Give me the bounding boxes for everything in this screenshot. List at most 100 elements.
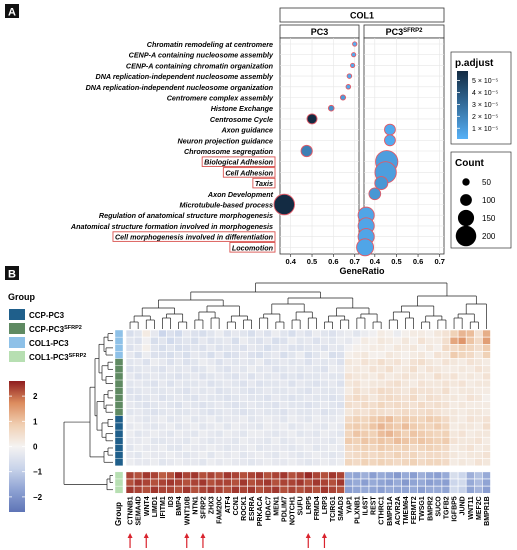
heatmap-cell (449, 358, 459, 367)
heatmap-cell (263, 429, 273, 438)
heatmap-cell (214, 358, 224, 367)
heatmap-cell (433, 415, 443, 424)
heatmap-cell (441, 478, 451, 487)
heatmap-cell (271, 365, 281, 374)
heatmap-cell (311, 358, 321, 367)
heatmap-cell (174, 408, 184, 417)
heatmap-cell (158, 343, 167, 352)
heatmap-cell (174, 379, 184, 388)
gene-label: TGFB2 (443, 496, 450, 519)
heatmap-cell (449, 458, 459, 467)
row-annotation-cell (114, 451, 124, 459)
heatmap-cell (303, 329, 313, 338)
heatmap-cell (231, 471, 240, 480)
heatmap-cell (368, 365, 378, 374)
heatmap-cell (352, 408, 362, 417)
dot (384, 123, 396, 136)
heatmap-cell (295, 451, 305, 459)
heatmap-cell (384, 358, 394, 367)
heatmap-cell (360, 415, 370, 424)
heatmap-cell (295, 329, 305, 338)
heatmap-cell (328, 422, 337, 431)
heatmap-cell (392, 458, 402, 467)
count-key-dot (455, 225, 477, 247)
heatmap-cell (271, 408, 281, 417)
heatmap-cell (287, 343, 297, 352)
heatmap-cell (231, 351, 240, 359)
heatmap-cell (482, 379, 491, 388)
heatmap-cell (182, 365, 192, 374)
x-tick-label: 0.5 (391, 257, 401, 266)
heatmap-cell (231, 429, 240, 438)
gene-label: BMP4 (176, 496, 183, 516)
heatmap-cell (482, 365, 491, 374)
heatmap-cell (158, 351, 167, 359)
heatmap-cell (239, 379, 248, 388)
gene-label: ZHX3 (209, 496, 216, 514)
heatmap-cell (482, 351, 491, 359)
heatmap-cell (141, 394, 151, 402)
heatmap-cell (311, 401, 321, 409)
heatmap-cell (287, 436, 297, 445)
heatmap-cell (433, 365, 443, 374)
heatmap-cell (303, 444, 313, 452)
heatmap-cell (174, 415, 184, 424)
heatmap-cell (150, 372, 159, 381)
heatmap-cell (247, 485, 256, 494)
heatmap-cell (255, 478, 265, 487)
heatmap-cell (433, 485, 443, 494)
heatmap-cell (303, 336, 313, 345)
term-label: Axon guidance (220, 126, 273, 135)
heatmap-cell (166, 451, 175, 459)
heatmap-cell (417, 478, 427, 487)
heatmap-cell (457, 415, 467, 424)
heatmap-cell (352, 485, 362, 494)
heatmap-cell (376, 394, 386, 402)
row-annotation-cell (114, 365, 124, 374)
heatmap-cell (214, 471, 224, 480)
heatmap-cell (150, 429, 159, 438)
heatmap-cell (247, 386, 256, 395)
heatmap-cell (352, 458, 362, 467)
heatmap-cell (255, 451, 265, 459)
facet-label-pc3sfrp2-sup: SFRP2 (403, 28, 423, 34)
heatmap-cell (465, 351, 475, 359)
heatmap-cell (239, 458, 248, 467)
padj-tick-label: 3 × 10⁻⁵ (472, 102, 498, 109)
heatmap-cell (231, 394, 240, 402)
heatmap-cell (263, 351, 273, 359)
heatmap-cell (433, 444, 443, 452)
heatmap-cell (247, 365, 256, 374)
heatmap-cell (311, 429, 321, 438)
heatmap-cell (344, 401, 354, 409)
heatmap-cell (231, 408, 240, 417)
heatmap-cell (425, 336, 435, 345)
heatmap-cell (141, 471, 151, 480)
heatmap-cell (150, 351, 159, 359)
heatmap-cell (214, 415, 224, 424)
heatmap-cell (239, 444, 248, 452)
heatmap-cell (263, 336, 273, 345)
term-label: Taxis (255, 179, 273, 188)
heatmap-cell (295, 343, 305, 352)
gene-label: SMAD3 (338, 496, 345, 521)
heatmap-cell (328, 343, 337, 352)
heatmap-cell (433, 336, 443, 345)
heatmap-cell (344, 358, 354, 367)
gene-label: ESRRA (249, 496, 256, 521)
heatmap-cell (368, 485, 378, 494)
heatmap-cell (206, 422, 216, 431)
gene-label: MEN1 (273, 496, 280, 516)
row-annotation-cell (114, 336, 124, 345)
heatmap-cell (247, 329, 256, 338)
heatmap-cell (190, 343, 200, 352)
heatmap-cell (166, 394, 175, 402)
heatmap-cell (125, 351, 135, 359)
group-legend-swatch (9, 309, 25, 320)
heatmap-cell (465, 365, 475, 374)
heatmap-cell (449, 408, 459, 417)
heatmap-cell (190, 386, 200, 395)
heatmap-cell (409, 401, 418, 409)
heatmap-cell (239, 429, 248, 438)
heatmap-cell (417, 436, 427, 445)
